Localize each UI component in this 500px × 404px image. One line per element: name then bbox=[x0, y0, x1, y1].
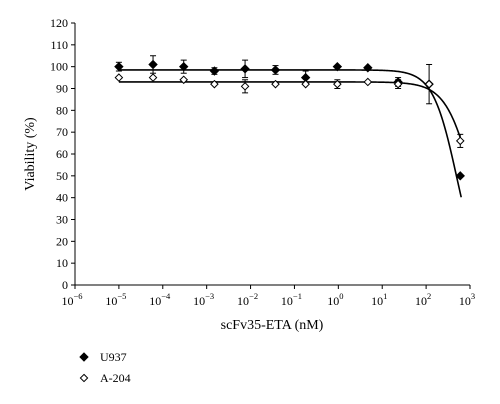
data-point-u937 bbox=[209, 66, 220, 76]
x-tick-label: 103 bbox=[459, 291, 475, 308]
legend-marker bbox=[79, 373, 89, 383]
x-tick-label: 100 bbox=[327, 291, 343, 308]
y-tick-label: 100 bbox=[50, 60, 68, 74]
y-ticks: 0 10 20 30 40 50 60 70 80 90 100 110 120 bbox=[50, 16, 75, 292]
y-tick-label: 40 bbox=[56, 191, 68, 205]
legend-marker bbox=[79, 352, 89, 362]
x-tick-label: 102 bbox=[415, 291, 431, 308]
y-tick-label: 70 bbox=[56, 125, 68, 139]
data-point-a-204 bbox=[148, 73, 158, 82]
x-ticks: 10−6 10−5 10−4 10−3 10−2 10−1 100 101 102 103 bbox=[61, 285, 475, 308]
y-axis-title: Viability (%) bbox=[23, 117, 38, 191]
fit-curve-a-204 bbox=[118, 81, 462, 141]
data-point-u937 bbox=[114, 61, 124, 72]
data-point-u937 bbox=[270, 65, 281, 75]
data-point-a-204 bbox=[301, 79, 310, 89]
fit-curve-u937 bbox=[118, 69, 462, 198]
x-tick-label: 10−6 bbox=[61, 291, 82, 308]
data-point-a-204 bbox=[363, 77, 373, 87]
y-tick-label: 60 bbox=[56, 147, 68, 161]
legend-label: A-204 bbox=[100, 371, 131, 385]
data-markers bbox=[114, 59, 465, 181]
legend-label: U937 bbox=[100, 350, 127, 364]
y-tick-label: 120 bbox=[50, 16, 68, 30]
x-tick-label: 10−1 bbox=[281, 291, 302, 308]
data-point-u937 bbox=[148, 59, 158, 70]
x-tick-label: 10−5 bbox=[105, 291, 126, 308]
x-tick-label: 101 bbox=[371, 291, 387, 308]
x-tick-label: 10−3 bbox=[193, 291, 214, 308]
y-tick-label: 90 bbox=[56, 82, 68, 96]
data-point-u937 bbox=[240, 64, 250, 74]
data-point-a-204 bbox=[393, 79, 403, 89]
data-point-u937 bbox=[363, 63, 373, 73]
y-tick-label: 10 bbox=[56, 256, 68, 270]
legend: U937 A-204 bbox=[79, 350, 131, 385]
y-tick-label: 80 bbox=[56, 103, 68, 117]
data-point-u937 bbox=[455, 171, 465, 181]
y-tick-label: 50 bbox=[56, 169, 68, 183]
data-point-a-204 bbox=[114, 73, 124, 82]
data-point-a-204 bbox=[240, 82, 250, 91]
x-tick-label: 10−2 bbox=[237, 291, 258, 308]
x-tick-label: 10−4 bbox=[149, 291, 171, 308]
fit-curves bbox=[118, 69, 462, 198]
data-point-a-204 bbox=[455, 136, 465, 146]
data-point-u937 bbox=[332, 61, 343, 72]
y-tick-label: 110 bbox=[50, 38, 68, 52]
data-point-a-204 bbox=[179, 75, 189, 85]
data-point-u937 bbox=[179, 61, 189, 72]
data-point-a-204 bbox=[333, 79, 342, 89]
y-tick-label: 20 bbox=[56, 234, 68, 248]
y-tick-label: 30 bbox=[56, 213, 68, 227]
x-axis-title: scFv35-ETA (nM) bbox=[221, 318, 324, 333]
y-tick-label: 0 bbox=[62, 278, 68, 292]
data-point-a-204 bbox=[210, 79, 219, 89]
data-point-a-204 bbox=[271, 79, 280, 89]
data-point-a-204 bbox=[424, 79, 434, 89]
